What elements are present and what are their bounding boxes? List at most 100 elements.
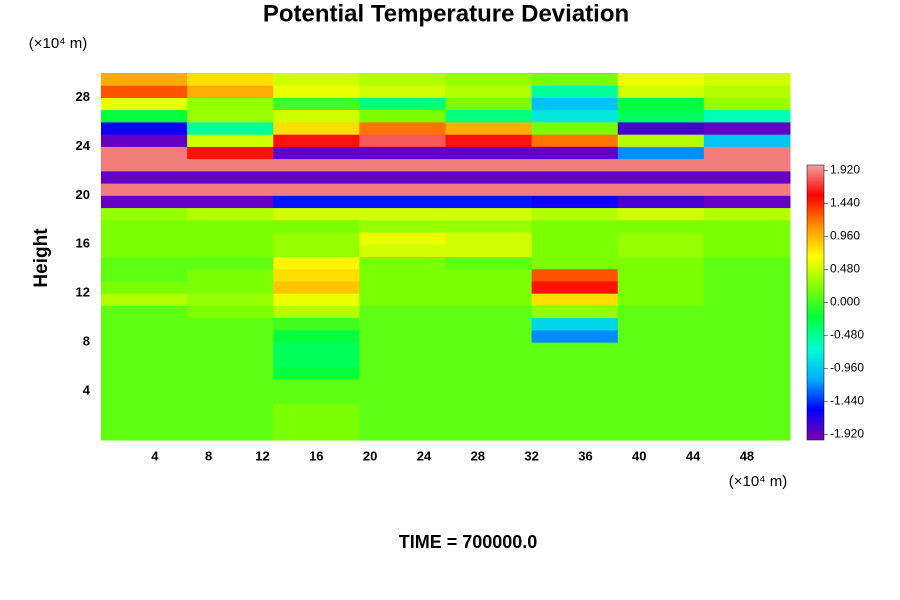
heat-cell xyxy=(703,109,791,123)
heat-cell xyxy=(273,317,360,331)
heat-cell xyxy=(703,146,791,160)
heat-cell xyxy=(273,244,360,257)
heat-cell xyxy=(101,146,188,160)
heat-cell xyxy=(703,207,791,221)
heat-cell xyxy=(703,183,791,196)
heat-cell xyxy=(617,280,705,294)
heat-cell xyxy=(273,391,360,404)
heat-cell xyxy=(617,391,705,404)
colorbar-label: 0.000 xyxy=(830,295,860,309)
heat-cell xyxy=(617,158,705,172)
heat-cell xyxy=(617,268,705,282)
heat-cell xyxy=(101,134,188,147)
heat-cell xyxy=(531,317,619,331)
heat-cell xyxy=(359,244,446,257)
heat-cell xyxy=(531,73,619,86)
heat-cell xyxy=(273,415,360,429)
colorbar xyxy=(806,164,825,441)
heat-cell xyxy=(187,183,274,196)
heat-cell xyxy=(445,415,533,429)
heat-cell xyxy=(273,85,360,98)
heat-cell xyxy=(703,121,791,135)
heat-cell xyxy=(617,342,705,355)
heat-cell xyxy=(273,219,360,233)
heat-cell xyxy=(703,158,791,172)
heat-cell xyxy=(273,207,360,221)
colorbar-label: -0.960 xyxy=(830,361,864,375)
heat-cell xyxy=(359,268,446,282)
heat-cell xyxy=(531,195,619,209)
heat-cell xyxy=(617,415,705,429)
heat-cell xyxy=(617,366,705,380)
heat-cell xyxy=(273,170,360,184)
heat-cell xyxy=(445,329,533,343)
heat-cell xyxy=(359,366,446,380)
field xyxy=(101,73,791,441)
heat-cell xyxy=(187,85,274,98)
heat-cell xyxy=(445,170,533,184)
y-tick-label: 20 xyxy=(76,187,90,202)
heat-cell xyxy=(617,170,705,184)
heat-cell xyxy=(703,415,791,429)
heat-cell xyxy=(617,427,705,441)
y-tick-label: 24 xyxy=(76,138,91,153)
heat-cell xyxy=(187,293,274,306)
heat-cell xyxy=(617,256,705,270)
heat-cell xyxy=(101,268,188,282)
heat-cell xyxy=(101,73,188,86)
heat-cell xyxy=(531,158,619,172)
heat-cell xyxy=(703,232,791,245)
heat-cell xyxy=(273,354,360,368)
heat-cell xyxy=(445,121,533,135)
y-tick-label: 4 xyxy=(83,383,91,398)
heat-cell xyxy=(187,415,274,429)
x-tick-label: 32 xyxy=(524,448,538,463)
heat-cell xyxy=(703,195,791,209)
heat-cell xyxy=(617,207,705,221)
heat-cell xyxy=(273,403,360,417)
heat-cell xyxy=(703,280,791,294)
heat-cell xyxy=(531,293,619,306)
heat-cell xyxy=(187,280,274,294)
heat-cell xyxy=(445,317,533,331)
heat-cell xyxy=(359,109,446,123)
heat-cell xyxy=(359,183,446,196)
heat-cell xyxy=(101,329,188,343)
heat-cell xyxy=(445,293,533,306)
heat-cell xyxy=(445,268,533,282)
heat-cell xyxy=(445,244,533,257)
heat-cell xyxy=(273,427,360,441)
heat-cell xyxy=(187,354,274,368)
heat-cell xyxy=(703,268,791,282)
heat-cell xyxy=(445,256,533,270)
heat-cell xyxy=(617,244,705,257)
heat-cell xyxy=(273,97,360,111)
heat-cell xyxy=(187,268,274,282)
heat-cell xyxy=(617,85,705,98)
heat-cell xyxy=(359,280,446,294)
heat-cell xyxy=(187,244,274,257)
heat-cell xyxy=(617,109,705,123)
heat-cell xyxy=(187,256,274,270)
heat-cell xyxy=(273,183,360,196)
heat-cell xyxy=(617,97,705,111)
heat-cell xyxy=(187,378,274,392)
heat-cell xyxy=(531,146,619,160)
heat-cell xyxy=(445,280,533,294)
heat-cell xyxy=(445,403,533,417)
heat-cell xyxy=(617,183,705,196)
heat-cell xyxy=(531,354,619,368)
heat-cell xyxy=(531,403,619,417)
heat-cell xyxy=(101,170,188,184)
x-tick-label: 4 xyxy=(151,448,159,463)
y-tick-label: 12 xyxy=(76,285,90,300)
heat-cell xyxy=(273,305,360,319)
heat-cell xyxy=(101,317,188,331)
heat-cell xyxy=(187,427,274,441)
heat-cell xyxy=(101,121,188,135)
heat-cell xyxy=(101,219,188,233)
heat-cell xyxy=(187,219,274,233)
heat-cell xyxy=(445,109,533,123)
heat-cell xyxy=(359,256,446,270)
